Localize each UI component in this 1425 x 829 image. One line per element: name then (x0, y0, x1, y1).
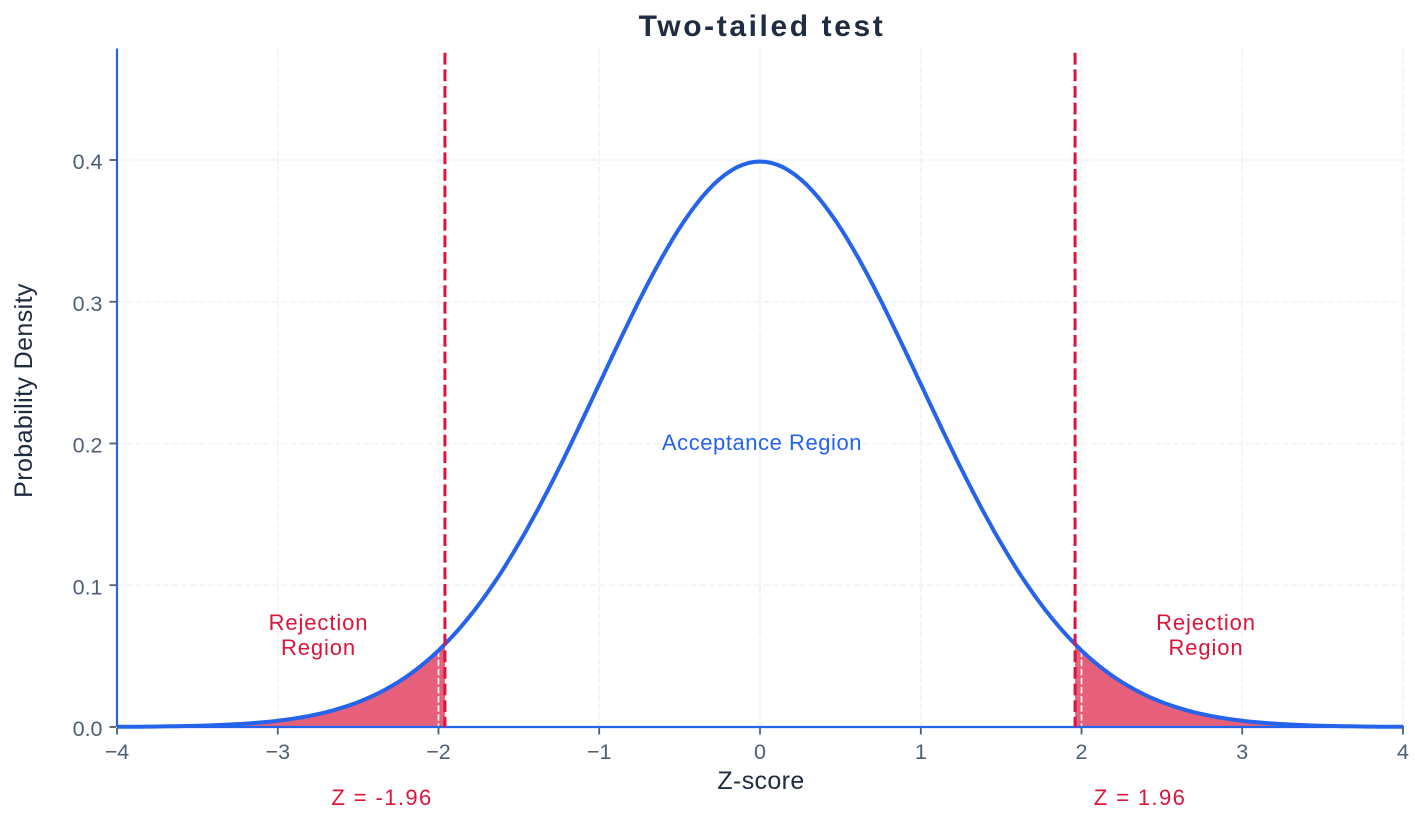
svg-text:Rejection: Rejection (269, 610, 369, 635)
svg-text:Probability Density: Probability Density (10, 283, 38, 498)
svg-text:0.0: 0.0 (73, 717, 103, 741)
svg-text:Acceptance Region: Acceptance Region (662, 430, 862, 455)
svg-text:0: 0 (754, 740, 766, 764)
svg-text:−1: −1 (587, 740, 612, 764)
svg-text:Two-tailed test: Two-tailed test (639, 10, 886, 43)
svg-text:4: 4 (1397, 740, 1409, 764)
svg-text:Z-score: Z-score (717, 767, 804, 795)
svg-text:0.4: 0.4 (73, 150, 103, 174)
svg-text:0.1: 0.1 (73, 576, 103, 600)
svg-text:Z = 1.96: Z = 1.96 (1094, 785, 1187, 810)
svg-text:−3: −3 (266, 740, 291, 764)
svg-text:−4: −4 (105, 740, 130, 764)
svg-text:Rejection: Rejection (1156, 610, 1256, 635)
svg-text:2: 2 (1076, 740, 1088, 764)
svg-text:0.2: 0.2 (73, 434, 103, 458)
svg-text:Region: Region (1168, 635, 1243, 660)
svg-text:Z = -1.96: Z = -1.96 (331, 785, 432, 810)
svg-text:1: 1 (915, 740, 927, 764)
svg-text:0.3: 0.3 (73, 292, 103, 316)
svg-text:3: 3 (1236, 740, 1248, 764)
svg-text:−2: −2 (426, 740, 451, 764)
svg-text:Region: Region (281, 635, 356, 660)
